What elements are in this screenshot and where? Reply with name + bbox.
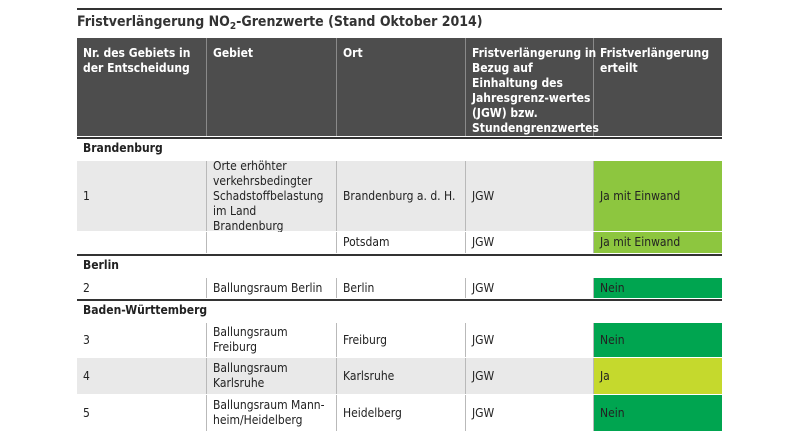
cell-gebiet: Orte erhöhter verkehrsbedingter Schadsto… [207, 159, 337, 233]
cell-status: Ja mit Einwand [594, 232, 722, 253]
header-gebiet: Gebiet [207, 38, 337, 136]
cell-nr: 3 [77, 323, 207, 357]
section-berlin: Berlin [77, 254, 722, 278]
cell-status: Ja mit Einwand [594, 161, 722, 231]
section-brandenburg: Brandenburg [77, 137, 722, 161]
cell-ort: Berlin [337, 278, 466, 298]
cell-ort: Potsdam [337, 232, 466, 253]
title-subscript: 2 [229, 21, 237, 32]
table-row: 5 Ballungsraum Mann-heim/Heidelberg Heid… [77, 395, 722, 432]
cell-grenzwert: JGW [466, 358, 594, 394]
table-row: 3 Ballungsraum Freiburg Freiburg JGW Nei… [77, 323, 722, 358]
section-baden-wuerttemberg: Baden-Württemberg [77, 299, 722, 323]
cell-grenzwert: JGW [466, 232, 594, 253]
cell-ort: Karlsruhe [337, 358, 466, 394]
top-rule [77, 8, 722, 10]
cell-nr: 2 [77, 278, 207, 298]
title-prefix: Fristverlängerung NO [77, 14, 230, 30]
table-row: 2 Ballungsraum Berlin Berlin JGW Nein [77, 278, 722, 299]
fristverlaengerung-table: Nr. des Gebiets in der Entscheidung Gebi… [77, 38, 722, 432]
cell-gebiet: Ballungsraum Mann-heim/Heidelberg [207, 395, 337, 431]
cell-gebiet [207, 232, 337, 253]
cell-gebiet: Ballungsraum Freiburg [207, 323, 337, 357]
section-label: Berlin [83, 258, 119, 272]
table-header-row: Nr. des Gebiets in der Entscheidung Gebi… [77, 38, 722, 150]
cell-grenzwert: JGW [466, 323, 594, 357]
cell-status: Ja [594, 358, 722, 394]
cell-gebiet: Ballungsraum Karlsruhe [207, 358, 337, 394]
cell-status: Nein [594, 278, 722, 298]
cell-ort: Brandenburg a. d. H. [337, 161, 466, 231]
title-suffix: -Grenzwerte (Stand Oktober 2014) [236, 14, 483, 30]
header-fristverlaengerung: Fristverlängerung in Bezug auf Einhaltun… [466, 38, 599, 150]
cell-ort: Heidelberg [337, 395, 466, 431]
table-row: 1 Orte erhöhter verkehrsbedingter Schads… [77, 159, 722, 233]
cell-nr: 1 [77, 161, 207, 231]
header-ort: Ort [337, 38, 466, 136]
header-nr: Nr. des Gebiets in der Entscheidung [77, 38, 207, 136]
cell-nr: 4 [77, 358, 207, 394]
cell-grenzwert: JGW [466, 395, 594, 431]
cell-status: Nein [594, 395, 722, 431]
cell-nr: 5 [77, 395, 207, 431]
table-row: 4 Ballungsraum Karlsruhe Karlsruhe JGW J… [77, 358, 722, 395]
table-title: Fristverlängerung NO2-Grenzwerte (Stand … [77, 14, 483, 32]
cell-ort: Freiburg [337, 323, 466, 357]
cell-gebiet: Ballungsraum Berlin [207, 278, 337, 298]
cell-status: Nein [594, 323, 722, 357]
table-row: Potsdam JGW Ja mit Einwand [77, 232, 722, 254]
section-label: Baden-Württemberg [83, 303, 208, 317]
cell-grenzwert: JGW [466, 278, 594, 298]
cell-nr [77, 232, 207, 253]
section-label: Brandenburg [83, 141, 163, 155]
header-erteilt: Fristverlängerung erteilt [600, 46, 710, 75]
cell-grenzwert: JGW [466, 161, 594, 231]
